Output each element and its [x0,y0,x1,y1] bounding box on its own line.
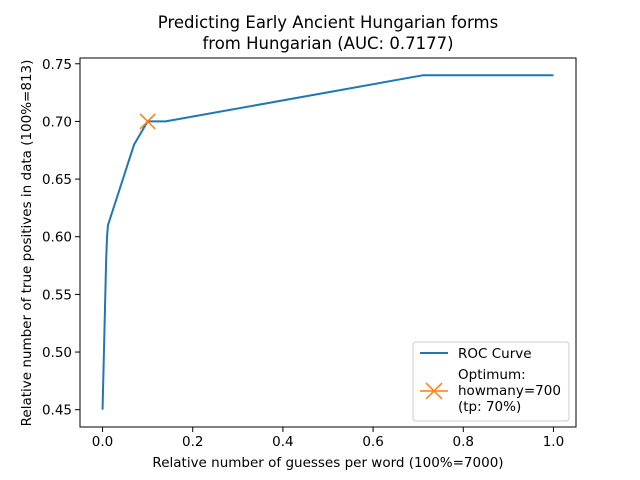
legend: ROC Curve Optimum: howmany=700 (tp: 70%) [412,341,570,422]
legend-roc-label: ROC Curve [458,346,532,362]
optimum-marker [139,113,156,130]
y-tick-label: 0.65 [42,172,72,188]
x-tick-label: 1.0 [543,434,564,450]
legend-optimum-label-1: Optimum: [458,367,526,383]
y-tick-label: 0.55 [42,287,72,303]
x-tick-label: 0.2 [182,434,203,450]
legend-optimum-label-3: (tp: 70%) [458,399,521,415]
plot-series [101,74,554,410]
x-tick-label: 0.4 [272,434,293,450]
y-axis-label: Relative number of true positives in dat… [19,60,35,427]
chart-title-line1: Predicting Early Ancient Hungarian forms [158,13,498,32]
y-tick-label: 0.70 [42,114,72,130]
legend-optimum-label-2: howmany=700 [458,383,561,399]
x-tick-label: 0.8 [453,434,474,450]
y-tick-label: 0.45 [42,403,72,419]
y-tick-label: 0.60 [42,230,72,246]
chart-title-line2: from Hungarian (AUC: 0.7177) [202,34,453,53]
x-tick-label: 0.6 [362,434,383,450]
x-tick-label: 0.0 [92,434,113,450]
plot-area-frame [79,57,577,428]
y-tick-label: 0.50 [42,345,72,361]
roc-curve-line [101,74,554,410]
legend-optimum-marker [425,382,443,400]
x-axis-ticks: 0.0 0.2 0.4 0.6 0.8 1.0 [92,427,564,450]
y-axis-ticks: 0.45 0.50 0.55 0.60 0.65 0.70 0.75 [42,57,80,419]
legend-box [412,341,570,422]
x-axis-label: Relative number of guesses per word (100… [152,455,503,471]
y-tick-label: 0.75 [42,57,72,73]
